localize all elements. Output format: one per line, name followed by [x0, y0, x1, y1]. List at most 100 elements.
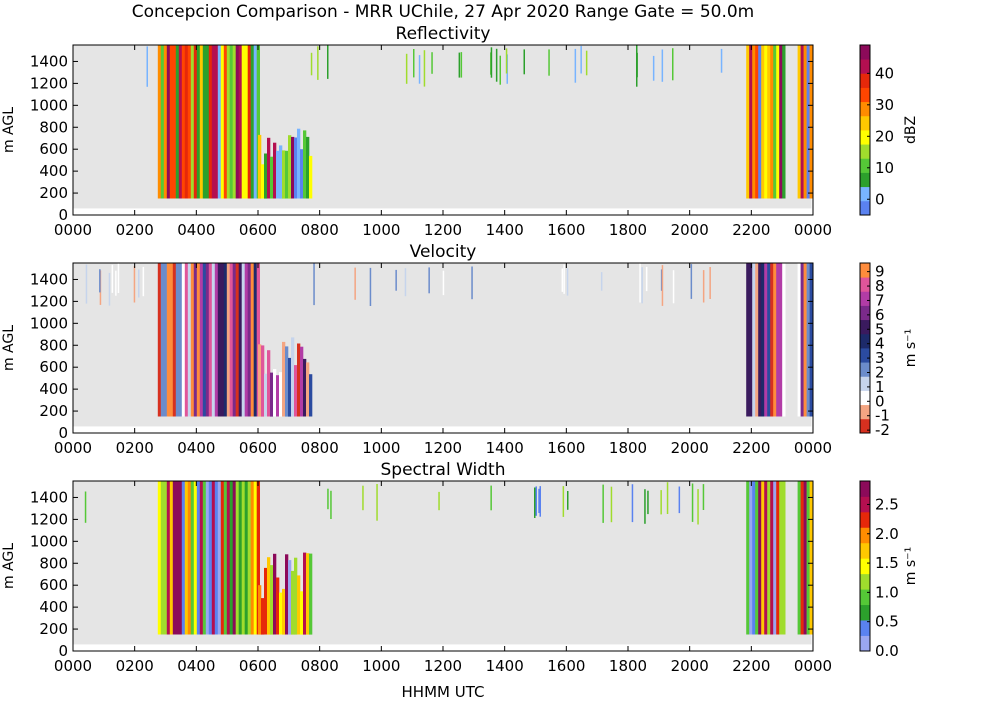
data-cell [199, 481, 204, 635]
data-cell [294, 365, 298, 417]
data-cell [166, 263, 171, 417]
colorbar-tick-label: 6 [875, 306, 885, 324]
data-cell [523, 49, 525, 75]
data-cell [471, 266, 473, 300]
colorbar-swatch [860, 390, 870, 406]
colorbar-swatch [860, 376, 870, 391]
data-cell [250, 481, 254, 635]
data-cell [229, 481, 233, 635]
data-cell [574, 48, 577, 83]
data-cell [610, 486, 613, 523]
y-tick-label: 1200 [30, 292, 68, 310]
colorbar-tick-label: 7 [875, 291, 885, 309]
x-tick-label: 0400 [177, 657, 215, 675]
data-cell [226, 45, 231, 199]
data-cell [169, 45, 174, 199]
data-cell [758, 263, 762, 417]
data-cell [767, 481, 771, 635]
data-cell [313, 263, 315, 306]
data-cell [157, 263, 162, 417]
data-cell [244, 263, 248, 417]
colorbar-tick-label: 0.5 [875, 613, 899, 631]
colorbar-swatch [860, 620, 870, 636]
data-cell [211, 45, 216, 199]
data-cell [782, 45, 786, 199]
x-tick-label: 0400 [177, 221, 215, 239]
data-cell [548, 49, 550, 76]
data-cell [273, 553, 277, 635]
data-cell [672, 270, 675, 304]
data-cell [317, 46, 319, 80]
data-cell [602, 484, 604, 523]
data-cell [196, 263, 201, 417]
colorbar-swatch [860, 263, 870, 278]
data-cell [253, 481, 257, 635]
data-cell [223, 263, 228, 417]
data-cell [84, 491, 87, 523]
data-cell [181, 263, 186, 417]
data-cell [160, 263, 165, 417]
data-cell [276, 577, 280, 635]
y-tick-label: 1400 [30, 52, 68, 70]
data-cell [697, 489, 699, 525]
data-cell [157, 481, 162, 635]
x-tick-label: 1600 [547, 439, 585, 457]
data-cell [770, 263, 774, 417]
data-cell [196, 481, 201, 635]
data-cell [190, 263, 195, 417]
colorbar-tick-label: 5 [875, 320, 885, 338]
x-tick-label: 2000 [671, 439, 709, 457]
x-tick-label: 2200 [732, 439, 770, 457]
data-cell [752, 263, 756, 417]
data-cell [495, 48, 498, 82]
y-tick-label: 1200 [30, 510, 68, 528]
data-cell [309, 155, 313, 199]
data-cell [276, 375, 280, 417]
data-cell [562, 486, 565, 517]
data-cell [261, 345, 265, 417]
colorbar-tick-label: 10 [875, 159, 894, 177]
x-tick-label: 0000 [794, 221, 832, 239]
colorbar-tick-label: 4 [875, 335, 885, 353]
colorbar-swatch [860, 158, 870, 173]
data-cell [169, 481, 174, 635]
data-cell [809, 263, 813, 417]
colorbar-swatch [860, 277, 870, 292]
data-cell [297, 128, 301, 199]
colorbar-swatch [860, 305, 870, 321]
colorbar-swatch [860, 130, 870, 145]
colorbar-label: m s⁻¹ [903, 547, 919, 585]
data-cell [253, 45, 257, 199]
colorbar-frame [859, 44, 871, 216]
x-tick-label: 0400 [177, 439, 215, 457]
panel-title: Spectral Width [381, 460, 506, 480]
y-tick-label: 0 [58, 642, 68, 660]
data-cell [779, 481, 783, 635]
data-cell [270, 372, 274, 417]
data-cell [199, 45, 204, 199]
data-cell [746, 45, 750, 199]
colorbar-swatch [860, 319, 870, 335]
x-tick-label: 0200 [116, 657, 154, 675]
data-cell [413, 49, 415, 78]
data-cell [205, 45, 210, 199]
data-cell [160, 45, 165, 199]
data-cell [291, 570, 295, 635]
data-cell [535, 486, 537, 516]
data-cell [431, 52, 433, 74]
y-tick-label: 600 [39, 140, 68, 158]
panel-title: Velocity [410, 242, 477, 262]
data-cell [166, 481, 171, 635]
x-tick-label: 1000 [362, 439, 400, 457]
data-cell [238, 263, 242, 417]
y-tick-label: 0 [58, 206, 68, 224]
data-cell [585, 50, 588, 76]
data-cell [672, 48, 674, 81]
data-cell [306, 553, 310, 635]
data-cell [752, 45, 756, 199]
data-cell [157, 45, 162, 199]
data-cell [282, 150, 286, 199]
data-cell [773, 481, 777, 635]
data-cell [288, 560, 292, 635]
colorbar-swatch [860, 404, 870, 420]
